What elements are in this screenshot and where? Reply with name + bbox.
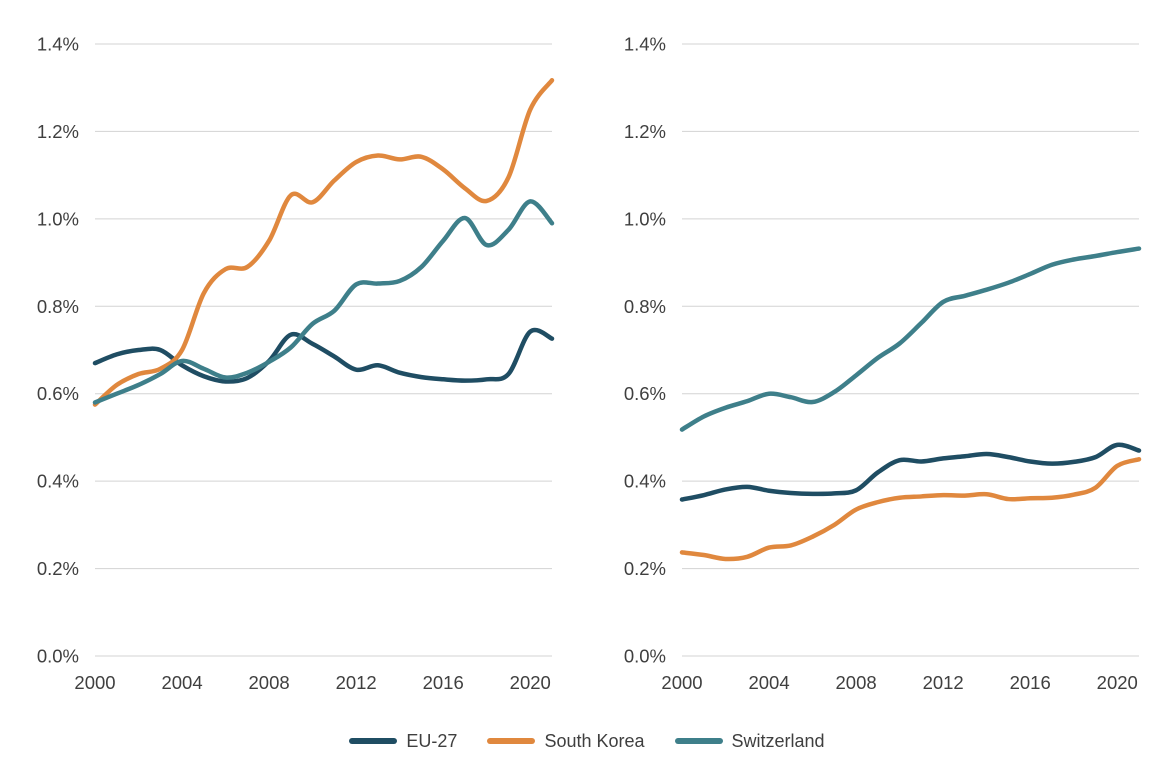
- legend-label-south-korea: South Korea: [544, 731, 645, 751]
- x-tick-label-2008: 2008: [249, 672, 290, 693]
- y-tick-label-0.6%: 0.6%: [624, 383, 666, 404]
- legend-item-eu-27: EU-27: [349, 732, 457, 750]
- x-tick-label-2000: 2000: [661, 672, 702, 693]
- legend-swatch-south-korea: [487, 737, 536, 745]
- y-tick-label-0.0%: 0.0%: [37, 646, 79, 667]
- left-line-chart-svg: 0.0% 0.2% 0.4% 0.6% 0.8% 1.0% 1.2% 1.4% 2000 2004…: [37, 34, 555, 693]
- legend-label-eu-27: EU-27: [406, 731, 458, 751]
- charts-row: 0.0% 0.2% 0.4% 0.6% 0.8% 1.0% 1.2% 1.4% 2000 2004…: [0, 0, 1174, 710]
- x-tick-label-2008: 2008: [836, 672, 877, 693]
- y-tick-label-0.0%: 0.0%: [624, 646, 666, 667]
- series-line-switzerland: [92, 199, 555, 405]
- y-tick-label-0.4%: 0.4%: [624, 471, 666, 492]
- y-tick-label-0.2%: 0.2%: [624, 558, 666, 579]
- series-line-switzerland: [679, 246, 1142, 432]
- right-line-chart-svg: 0.0% 0.2% 0.4% 0.6% 0.8% 1.0% 1.2% 1.4% 2000 2004…: [624, 34, 1142, 693]
- x-tick-label-2012: 2012: [923, 672, 964, 693]
- y-tick-label-1.4%: 1.4%: [37, 34, 79, 55]
- y-tick-label-1.2%: 1.2%: [624, 121, 666, 142]
- chart-legend: EU-27 South Korea Switzerland: [0, 710, 1174, 772]
- legend-swatch-eu-27: [349, 737, 398, 745]
- legend-swatch-switzerland: [674, 737, 723, 745]
- left-line-chart: 0.0% 0.2% 0.4% 0.6% 0.8% 1.0% 1.2% 1.4% 2000 2004…: [0, 0, 587, 710]
- right-line-chart: 0.0% 0.2% 0.4% 0.6% 0.8% 1.0% 1.2% 1.4% 2000 2004…: [587, 0, 1174, 710]
- legend-item-south-korea: South Korea: [487, 731, 645, 751]
- series-line-eu-27: [92, 327, 555, 384]
- y-tick-label-0.8%: 0.8%: [624, 296, 666, 317]
- x-tick-label-2012: 2012: [336, 672, 377, 693]
- x-tick-label-2016: 2016: [423, 672, 464, 693]
- series-line-south-korea: [92, 78, 555, 407]
- y-tick-label-0.8%: 0.8%: [37, 296, 79, 317]
- y-tick-label-1.0%: 1.0%: [624, 208, 666, 229]
- x-tick-label-2004: 2004: [748, 672, 789, 693]
- y-tick-label-1.4%: 1.4%: [624, 34, 666, 55]
- x-tick-label-2020: 2020: [1097, 672, 1138, 693]
- y-tick-label-0.6%: 0.6%: [37, 383, 79, 404]
- legend-label-switzerland: Switzerland: [731, 731, 825, 751]
- x-tick-label-2000: 2000: [74, 672, 115, 693]
- legend-item-switzerland: Switzerland: [674, 731, 825, 751]
- x-tick-label-2004: 2004: [161, 672, 202, 693]
- y-tick-label-1.2%: 1.2%: [37, 121, 79, 142]
- y-tick-label-1.0%: 1.0%: [37, 208, 79, 229]
- y-tick-label-0.2%: 0.2%: [37, 558, 79, 579]
- x-tick-label-2016: 2016: [1010, 672, 1051, 693]
- x-tick-label-2020: 2020: [510, 672, 551, 693]
- y-tick-label-0.4%: 0.4%: [37, 471, 79, 492]
- series-line-eu-27: [679, 442, 1142, 502]
- series-line-south-korea: [679, 457, 1142, 562]
